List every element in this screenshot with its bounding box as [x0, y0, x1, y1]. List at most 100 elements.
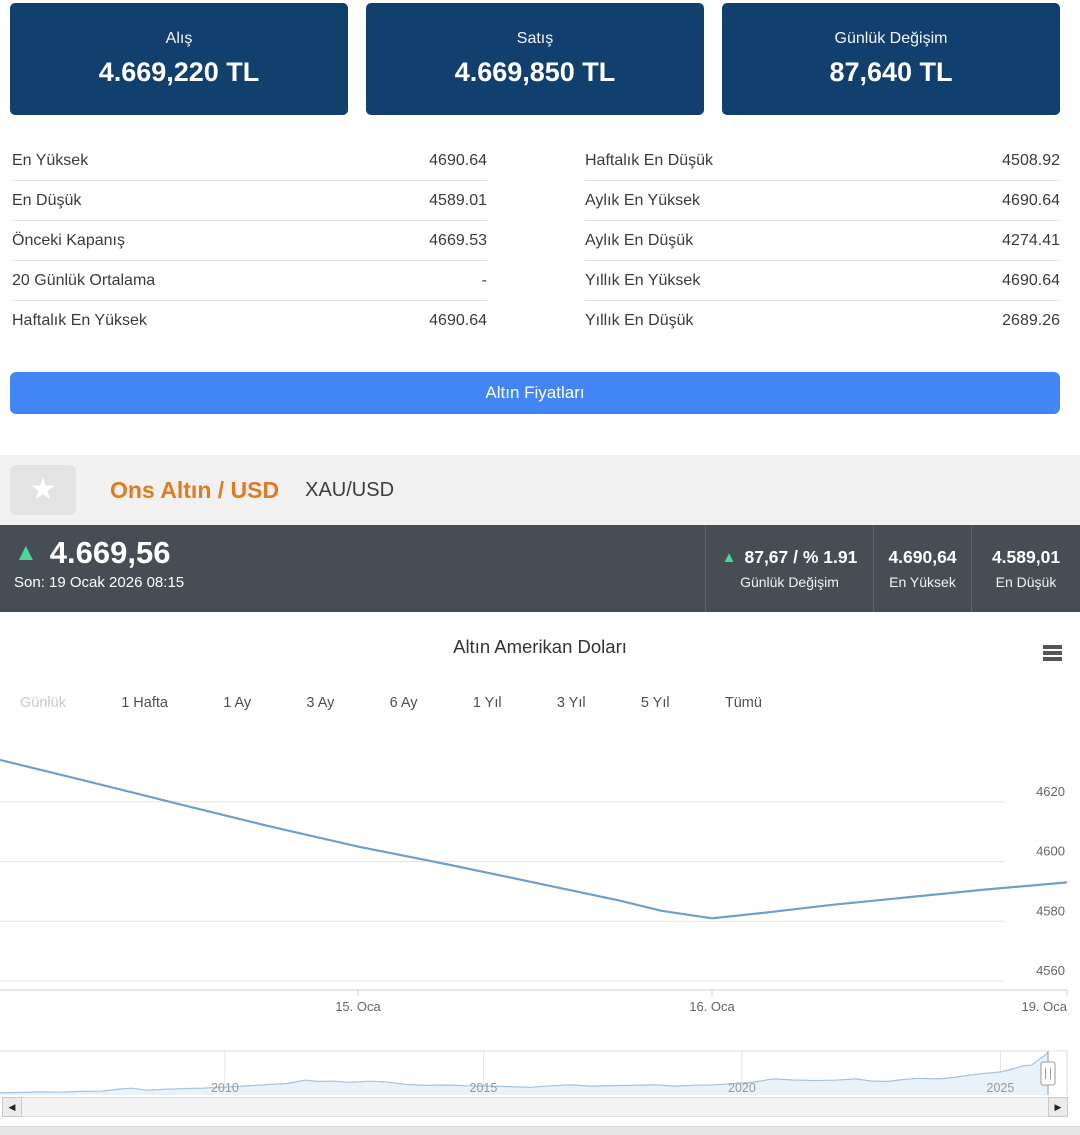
- price-chart-svg[interactable]: 4560 4580 4600 4620 15. Oca 16. Oca 19. Oca 201…: [0, 612, 1080, 1135]
- main-series-line: [0, 758, 1068, 920]
- ticker-cell-value: ▲ 87,67 / % 1.91: [722, 547, 858, 568]
- ticker-cell: ▲ 87,67 / % 1.91 Günlük Değişim: [705, 525, 873, 612]
- ticker-cell: 4.690,64 En Yüksek: [873, 525, 971, 612]
- range-tab-1-hafta[interactable]: 1 Hafta: [121, 695, 168, 711]
- stat-value: 4669.53: [429, 231, 487, 249]
- stat-value: 4690.64: [429, 311, 487, 329]
- range-tab-1-ay[interactable]: 1 Ay: [223, 695, 252, 711]
- current-price: 4.669,56: [49, 535, 171, 570]
- x-axis-label: 19. Oca: [1021, 999, 1067, 1014]
- chart-context-menu-button[interactable]: [1043, 645, 1062, 663]
- summary-card-value: 87,640 TL: [829, 57, 953, 87]
- ticker-cell-number: 4.690,64: [888, 547, 957, 567]
- stat-label: Yıllık En Yüksek: [585, 271, 701, 289]
- stat-row: Aylık En Yüksek 4690.64: [585, 181, 1060, 221]
- stat-label: 20 Günlük Ortalama: [12, 271, 156, 289]
- scrollbar-track[interactable]: [22, 1097, 1048, 1117]
- hamburger-icon: [1043, 645, 1062, 649]
- navigator-area: [0, 1052, 1048, 1095]
- stat-value: 4508.92: [1002, 151, 1060, 169]
- y-axis-label: 4580: [1036, 903, 1065, 918]
- navigator-year-label: 2015: [470, 1081, 498, 1095]
- stat-label: En Düşük: [12, 191, 82, 209]
- ticker-cell-number: 87,67 / % 1.91: [744, 547, 858, 567]
- range-selector: Günlük 1 Hafta 1 Ay 3 Ay 6 Ay 1 Yıl 3 Yıl 5 Yıl…: [0, 695, 780, 711]
- stat-value: 4690.64: [1002, 271, 1060, 289]
- summary-card: Alış 4.669,220 TL: [10, 3, 348, 115]
- summary-cards: Alış 4.669,220 TL Satış 4.669,850 TL Günlük …: [10, 3, 1060, 115]
- stat-value: -: [481, 271, 487, 289]
- stat-label: Haftalık En Düşük: [585, 151, 714, 169]
- stat-row: 20 Günlük Ortalama -: [12, 261, 487, 301]
- stat-row: En Düşük 4589.01: [12, 181, 487, 221]
- up-triangle-icon: ▲: [721, 549, 737, 566]
- stat-row: Yıllık En Yüksek 4690.64: [585, 261, 1060, 301]
- navigator-year-label: 2020: [728, 1081, 756, 1095]
- stat-label: Haftalık En Yüksek: [12, 311, 147, 329]
- stat-value: 4690.64: [429, 151, 487, 169]
- stat-label: Önceki Kapanış: [12, 231, 125, 249]
- stat-value: 4690.64: [1002, 191, 1060, 209]
- stat-label: Aylık En Yüksek: [585, 191, 701, 209]
- range-tab-1-yil[interactable]: 1 Yıl: [472, 695, 502, 711]
- y-axis-label: 4560: [1036, 963, 1065, 978]
- ticker-cell-caption: En Düşük: [995, 574, 1057, 590]
- stats-table: En Yüksek 4690.64 En Düşük 4589.01 Önceki Ka…: [12, 141, 1060, 340]
- favorite-button[interactable]: ★: [10, 465, 76, 515]
- gold-prices-button[interactable]: Altın Fiyatları: [10, 372, 1060, 414]
- stat-label: Aylık En Düşük: [585, 231, 694, 249]
- summary-card-label: Alış: [165, 30, 193, 47]
- x-axis-label: 15. Oca: [335, 999, 381, 1014]
- stat-row: Önceki Kapanış 4669.53: [12, 221, 487, 261]
- scrollbar-right-button[interactable]: ▶: [1048, 1097, 1068, 1117]
- ticker-cell-number: 4.589,01: [991, 547, 1061, 567]
- chart-title: Altın Amerikan Doları: [453, 636, 627, 657]
- ticker-cell: 4.589,01 En Düşük: [971, 525, 1080, 612]
- summary-card: Satış 4.669,850 TL: [366, 3, 704, 115]
- range-tab-tumu[interactable]: Tümü: [724, 695, 762, 711]
- instrument-title[interactable]: Ons Altın / USD: [110, 476, 280, 503]
- stat-label: Yıllık En Düşük: [585, 311, 694, 329]
- y-axis-label: 4620: [1036, 784, 1065, 799]
- star-icon: ★: [29, 473, 57, 506]
- ticker-cell-caption: En Yüksek: [889, 574, 956, 590]
- range-tab-5-yil[interactable]: 5 Yıl: [640, 695, 670, 711]
- stat-value: 4589.01: [429, 191, 487, 209]
- instrument-code: XAU/USD: [305, 478, 395, 501]
- range-tab-3-yil[interactable]: 3 Yıl: [556, 695, 586, 711]
- x-axis-label: 16. Oca: [689, 999, 735, 1014]
- next-section-strip: [0, 1126, 1080, 1135]
- stat-row: Aylık En Düşük 4274.41: [585, 221, 1060, 261]
- stat-value: 4274.41: [1002, 231, 1060, 249]
- last-update-label: Son: 19 Ocak 2026 08:15: [14, 574, 185, 591]
- navigator-year-label: 2010: [211, 1081, 239, 1095]
- ticker-cell-value: 4.690,64: [888, 547, 956, 568]
- navigator-line: [0, 1051, 1049, 1094]
- right-arrow-icon: ▶: [1054, 1101, 1062, 1112]
- ticker-bar: ▲ 4.669,56 Son: 19 Ocak 2026 08:15 ▲ 87,6…: [0, 525, 1080, 612]
- stats-column-right: Haftalık En Düşük 4508.92 Aylık En Yüksek 4…: [585, 141, 1060, 340]
- range-tab-6-ay[interactable]: 6 Ay: [389, 695, 418, 711]
- stat-row: Haftalık En Düşük 4508.92: [585, 141, 1060, 181]
- stat-row: En Yüksek 4690.64: [12, 141, 487, 181]
- navigator-year-label: 2025: [987, 1081, 1015, 1095]
- stat-label: En Yüksek: [12, 151, 89, 169]
- stats-column-left: En Yüksek 4690.64 En Düşük 4589.01 Önceki Ka…: [12, 141, 487, 340]
- summary-card-value: 4.669,220 TL: [98, 57, 260, 87]
- stat-row: Yıllık En Düşük 2689.26: [585, 301, 1060, 340]
- navigator-handle[interactable]: [1040, 1061, 1056, 1086]
- ticker-stat-cells: ▲ 87,67 / % 1.91 Günlük Değişim 4.690,64 En …: [705, 525, 1080, 612]
- instrument-header: ★ Ons Altın / USD XAU/USD: [0, 455, 1080, 525]
- chart-scrollbar: ◀ ▶: [2, 1097, 1068, 1117]
- range-tab-3-ay[interactable]: 3 Ay: [306, 695, 335, 711]
- stat-value: 2689.26: [1002, 311, 1060, 329]
- summary-card-label: Satış: [516, 30, 554, 47]
- summary-card: Günlük Değişim 87,640 TL: [722, 3, 1060, 115]
- left-arrow-icon: ◀: [8, 1101, 16, 1112]
- range-tab-gunluk[interactable]: Günlük: [20, 695, 66, 711]
- ticker-price-block: ▲ 4.669,56 Son: 19 Ocak 2026 08:15: [0, 525, 705, 612]
- ticker-cell-caption: Günlük Değişim: [740, 574, 839, 590]
- summary-card-label: Günlük Değişim: [834, 30, 948, 47]
- scrollbar-left-button[interactable]: ◀: [2, 1097, 22, 1117]
